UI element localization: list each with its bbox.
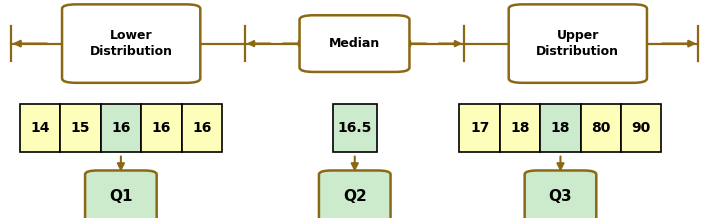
Text: 15: 15 [71, 121, 90, 135]
Text: 18: 18 [551, 121, 570, 135]
FancyBboxPatch shape [459, 104, 500, 152]
FancyBboxPatch shape [508, 4, 647, 83]
FancyBboxPatch shape [299, 15, 410, 72]
FancyBboxPatch shape [319, 170, 391, 218]
Text: Q2: Q2 [343, 189, 367, 204]
FancyBboxPatch shape [101, 104, 141, 152]
Text: Q1: Q1 [109, 189, 133, 204]
Text: 80: 80 [591, 121, 610, 135]
Text: 90: 90 [632, 121, 651, 135]
FancyBboxPatch shape [333, 104, 377, 152]
FancyBboxPatch shape [20, 104, 60, 152]
Text: 14: 14 [30, 121, 50, 135]
FancyBboxPatch shape [141, 104, 182, 152]
Text: Upper
Distribution: Upper Distribution [536, 29, 620, 58]
Text: Lower
Distribution: Lower Distribution [89, 29, 173, 58]
FancyBboxPatch shape [525, 170, 596, 218]
Text: 18: 18 [510, 121, 530, 135]
Text: Q3: Q3 [549, 189, 572, 204]
FancyBboxPatch shape [540, 104, 581, 152]
FancyBboxPatch shape [85, 170, 157, 218]
Text: 16: 16 [192, 121, 211, 135]
FancyBboxPatch shape [621, 104, 661, 152]
FancyBboxPatch shape [581, 104, 621, 152]
FancyBboxPatch shape [500, 104, 540, 152]
FancyBboxPatch shape [182, 104, 222, 152]
Text: 16: 16 [111, 121, 130, 135]
Text: 17: 17 [470, 121, 489, 135]
FancyBboxPatch shape [62, 4, 200, 83]
Text: 16.5: 16.5 [337, 121, 372, 135]
Text: Median: Median [329, 37, 380, 50]
Text: 16: 16 [152, 121, 171, 135]
FancyBboxPatch shape [60, 104, 101, 152]
